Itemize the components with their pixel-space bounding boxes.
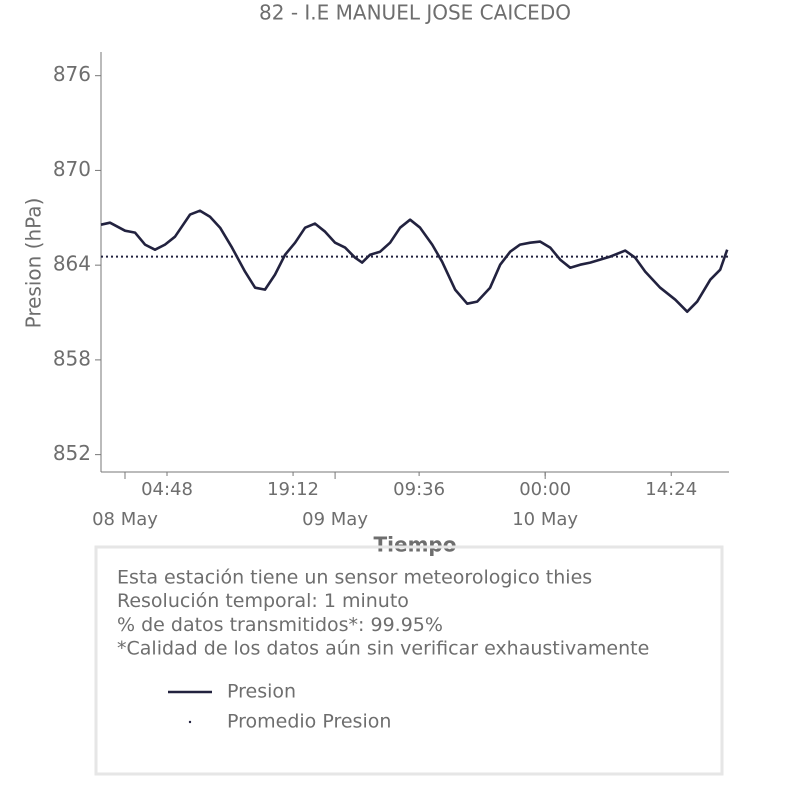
legend-marker bbox=[188, 720, 192, 724]
x-tick-label: 09:36 bbox=[393, 479, 445, 500]
y-tick-label: 876 bbox=[53, 62, 91, 86]
y-tick-label: 858 bbox=[53, 346, 91, 370]
x-date-label: 08 May bbox=[92, 509, 158, 530]
y-axis-label: Presion (hPa) bbox=[22, 198, 46, 329]
line-series bbox=[100, 209, 729, 313]
info-text: % de datos transmitidos*: 99.95% bbox=[117, 614, 443, 636]
legend-label: Promedio Presion bbox=[227, 711, 391, 733]
x-tick-label: 14:24 bbox=[645, 479, 697, 500]
info-text: Resolución temporal: 1 minuto bbox=[117, 590, 409, 612]
info-text: *Calidad de los datos aún sin verificar … bbox=[117, 638, 649, 660]
info-text: Esta estación tiene un sensor meteorolog… bbox=[117, 567, 592, 589]
x-date-label: 10 May bbox=[512, 509, 578, 530]
info-box bbox=[94, 545, 724, 776]
y-tick-label: 852 bbox=[53, 441, 91, 465]
x-axis-label: Tiempo bbox=[374, 533, 457, 557]
y-tick-label: 870 bbox=[53, 157, 91, 181]
x-date-label: 09 May bbox=[302, 509, 368, 530]
chart-title: 82 - I.E MANUEL JOSE CAICEDO bbox=[259, 1, 571, 25]
x-tick-label: 19:12 bbox=[267, 479, 319, 500]
x-tick-label: 00:00 bbox=[519, 479, 571, 500]
y-tick-label: 864 bbox=[53, 252, 91, 276]
x-tick-label: 04:48 bbox=[141, 479, 193, 500]
legend-label: Presion bbox=[227, 681, 296, 703]
